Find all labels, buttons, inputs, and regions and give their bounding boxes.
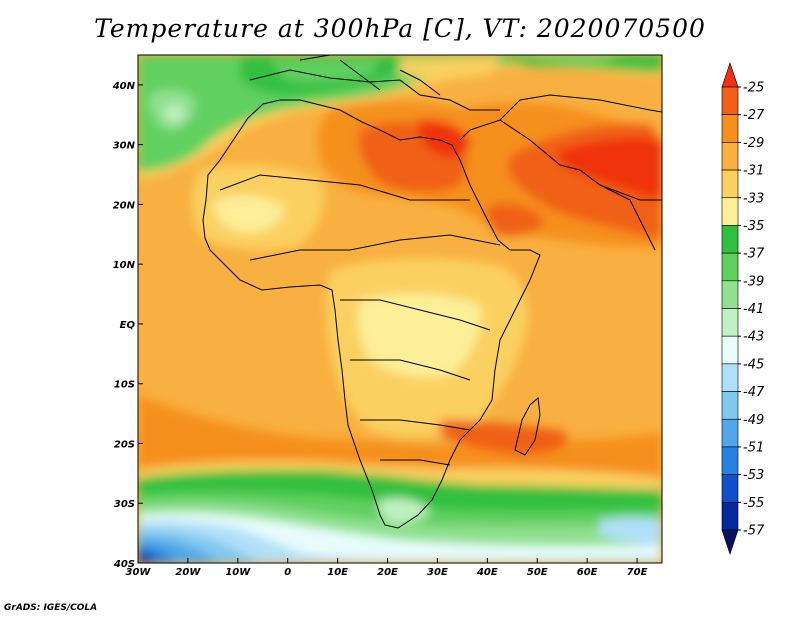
colorbar-swatch bbox=[721, 363, 739, 392]
colorbar-swatch bbox=[721, 418, 739, 448]
x-axis: 30W 20W 10W 0 10E 20E 30E 40E 50E 60E 70E bbox=[126, 558, 648, 578]
x-tick-label: 60E bbox=[577, 567, 598, 578]
colorbar-swatch bbox=[721, 529, 739, 555]
colorbar-label: -39 bbox=[743, 274, 764, 289]
colorbar-label: -47 bbox=[743, 385, 765, 400]
map-frame bbox=[137, 54, 663, 564]
x-tick-label: 40E bbox=[476, 567, 498, 578]
colorbar-label: -45 bbox=[743, 357, 764, 372]
y-tick-label: 30S bbox=[114, 499, 135, 510]
y-tick-label: 20S bbox=[114, 439, 135, 450]
colorbar-label: -35 bbox=[743, 219, 764, 234]
colorbar-label: -37 bbox=[743, 247, 765, 262]
colorbar-swatch bbox=[721, 252, 739, 282]
colorbar-swatch bbox=[721, 197, 739, 226]
colorbar-swatch bbox=[721, 86, 739, 115]
colorbar-label: -51 bbox=[743, 440, 764, 455]
coastlines bbox=[202, 55, 662, 529]
x-tick-label: 30W bbox=[126, 567, 152, 578]
x-tick-label: 30E bbox=[427, 567, 448, 578]
colorbar-label: -41 bbox=[743, 302, 764, 317]
colorbar-label: -33 bbox=[743, 191, 764, 206]
colorbar-label: -49 bbox=[743, 413, 764, 428]
x-tick-label: 10E bbox=[327, 567, 348, 578]
colorbar-swatch bbox=[721, 225, 739, 254]
temperature-field bbox=[138, 55, 662, 563]
colorbar-swatch bbox=[721, 142, 739, 171]
colorbar-label: -31 bbox=[743, 164, 764, 179]
y-tick-label: 30N bbox=[113, 141, 136, 152]
y-tick-label: 40N bbox=[112, 81, 136, 92]
colorbar-label: -43 bbox=[743, 330, 764, 345]
colorbar-swatch bbox=[721, 280, 739, 309]
colorbar-swatch bbox=[721, 474, 739, 503]
credit-text: GrADS: IGES/COLA bbox=[4, 603, 98, 613]
colorbar-swatch bbox=[721, 502, 739, 531]
colorbar-swatch bbox=[721, 62, 739, 88]
x-tick-label: 0 bbox=[284, 567, 291, 578]
x-tick-label: 20E bbox=[377, 567, 398, 578]
x-tick-label: 10W bbox=[225, 567, 251, 578]
colorbar-label: -57 bbox=[743, 524, 765, 539]
colorbar-label: -55 bbox=[743, 496, 764, 511]
y-tick-label: 10S bbox=[114, 380, 135, 391]
colorbar-swatch bbox=[721, 169, 739, 199]
colorbar-swatch bbox=[721, 114, 739, 143]
colorbar-swatch bbox=[721, 308, 739, 337]
colorbar-label: -25 bbox=[743, 81, 764, 96]
x-tick-label: 50E bbox=[527, 567, 548, 578]
x-tick-label: 70E bbox=[627, 567, 648, 578]
y-tick-label: 40S bbox=[113, 559, 135, 570]
y-tick-label: 10N bbox=[113, 260, 136, 271]
map-title: Temperature at 300hPa [C], VT: 202007050… bbox=[94, 14, 706, 43]
y-tick-label: 20N bbox=[113, 200, 136, 211]
y-axis: 40N 30N 20N 10N EQ 10S 20S 30S 40S bbox=[112, 81, 143, 570]
colorbar-label: -29 bbox=[743, 136, 764, 151]
colorbar-label: -53 bbox=[743, 468, 764, 483]
colorbar-label: -27 bbox=[743, 108, 765, 123]
x-tick-label: 20W bbox=[175, 567, 201, 578]
colorbar-swatch bbox=[721, 446, 739, 475]
y-tick-label: EQ bbox=[120, 320, 136, 331]
colorbar-swatch bbox=[721, 335, 739, 365]
colorbar-swatch bbox=[721, 391, 739, 420]
colorbar: -25 -27 -29 -31 -33 -35 -37 -39 -41 -43 -45 -47 -49 -… bbox=[721, 62, 765, 555]
